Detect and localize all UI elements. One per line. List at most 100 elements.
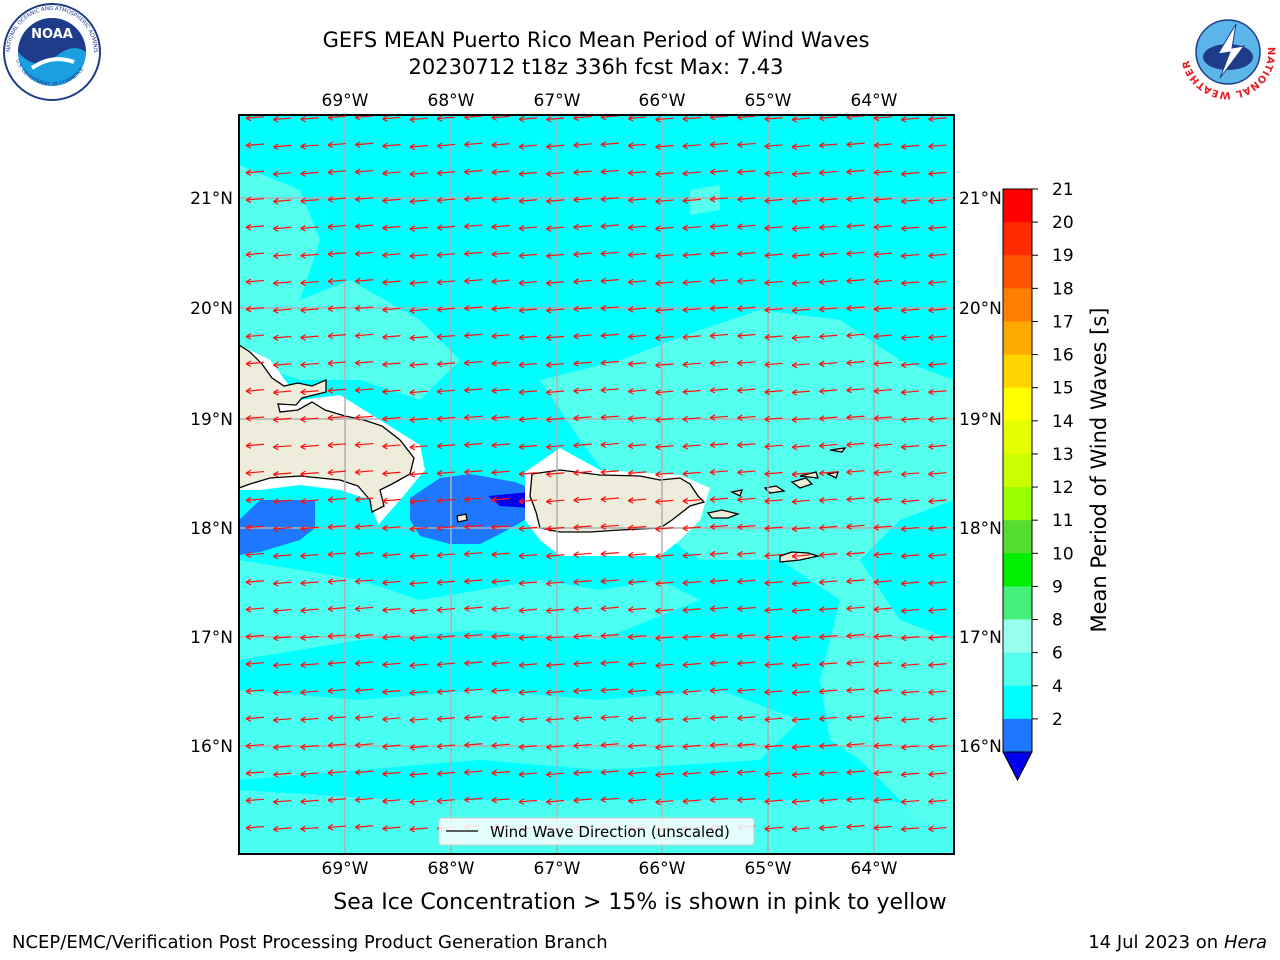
wave-direction-arrow <box>491 250 510 258</box>
wave-direction-arrow <box>518 143 538 150</box>
wave-direction-arrow <box>928 689 947 696</box>
wave-direction-arrow <box>791 580 811 587</box>
wave-direction-arrow <box>655 279 674 287</box>
wave-direction-arrow <box>900 552 920 560</box>
wave-direction-arrow <box>818 742 838 750</box>
map-panel <box>239 115 954 854</box>
wave-direction-arrow <box>518 798 538 805</box>
wave-direction-arrow <box>409 716 428 724</box>
wave-direction-arrow <box>573 196 592 203</box>
wave-direction-arrow <box>436 415 456 422</box>
wave-direction-arrow <box>272 498 292 505</box>
wave-direction-arrow <box>354 468 374 476</box>
wave-direction-arrow <box>245 551 265 559</box>
wave-direction-arrow <box>627 142 647 149</box>
wave-direction-arrow <box>600 605 619 612</box>
wave-direction-arrow <box>272 279 292 287</box>
lon-tick: 65°W <box>745 859 792 879</box>
wave-direction-arrow <box>764 333 783 341</box>
wave-direction-arrow <box>464 304 483 312</box>
wave-direction-arrow <box>409 361 428 369</box>
wave-direction-arrow <box>928 334 947 341</box>
wave-direction-arrow <box>928 607 947 614</box>
wave-direction-arrow <box>436 224 456 231</box>
wave-direction-arrow <box>300 825 319 833</box>
wave-direction-arrow <box>682 770 701 778</box>
lat-tick: 21°N <box>190 189 233 209</box>
wave-direction-arrow <box>327 742 346 749</box>
wave-direction-arrow <box>655 443 674 451</box>
wave-direction-arrow <box>409 416 428 424</box>
wave-direction-arrow <box>518 170 538 178</box>
wave-direction-arrow <box>873 469 892 477</box>
wave-direction-arrow <box>382 224 401 232</box>
wave-direction-arrow <box>900 498 920 505</box>
wave-direction-arrow <box>409 798 428 806</box>
wave-direction-arrow <box>545 252 565 260</box>
wave-direction-arrow <box>873 797 892 804</box>
wave-direction-arrow <box>573 742 592 749</box>
wave-direction-arrow <box>409 471 428 478</box>
wave-direction-arrow <box>709 250 729 258</box>
culebra <box>730 489 743 497</box>
wave-direction-arrow <box>928 224 947 232</box>
map-frame <box>238 114 955 855</box>
wave-direction-arrow <box>300 689 319 696</box>
wave-direction-arrow <box>900 416 920 423</box>
lon-tick: 66°W <box>639 91 686 111</box>
colorbar-segment <box>1003 520 1032 554</box>
lon-tick: 69°W <box>322 859 369 879</box>
wave-direction-arrow <box>354 714 374 722</box>
wave-direction-arrow <box>518 498 538 505</box>
wave-direction-arrow <box>873 496 892 504</box>
wave-direction-arrow <box>354 796 374 803</box>
wave-direction-arrow <box>354 578 374 585</box>
wave-direction-arrow <box>709 359 729 367</box>
wave-direction-arrow <box>818 305 838 313</box>
wave-direction-arrow <box>764 252 783 259</box>
wave-direction-arrow <box>900 389 920 396</box>
wave-direction-arrow <box>272 252 292 260</box>
wave-direction-arrow <box>409 580 428 587</box>
map-legend: Wind Wave Direction (unscaled) <box>438 817 755 846</box>
wave-direction-arrow <box>791 525 811 533</box>
wave-direction-arrow <box>627 306 647 313</box>
lat-axis-left: 21°N 20°N 19°N 18°N 17°N 16°N <box>190 189 233 757</box>
footer-credit: NCEP/EMC/Verification Post Processing Pr… <box>12 932 608 953</box>
wave-direction-arrow <box>272 389 292 396</box>
wave-direction-arrow <box>818 278 838 286</box>
wave-direction-arrow <box>573 769 592 777</box>
wave-direction-arrow <box>600 441 619 448</box>
wave-direction-arrow <box>818 715 838 722</box>
wave-direction-arrow <box>791 471 811 478</box>
wave-direction-arrow <box>382 661 401 668</box>
wave-direction-arrow <box>573 414 592 422</box>
wave-direction-arrow <box>409 307 428 314</box>
wave-direction-arrow <box>491 633 510 640</box>
wave-direction-arrow <box>846 168 865 175</box>
wave-direction-arrow <box>818 578 838 586</box>
wave-direction-arrow <box>518 306 538 314</box>
wave-direction-arrow <box>627 770 647 777</box>
wave-direction-arrow <box>791 334 811 342</box>
wave-direction-arrow <box>846 714 865 721</box>
wave-direction-arrow <box>655 771 674 778</box>
wave-direction-arrow <box>682 279 701 286</box>
wave-direction-arrow <box>846 823 865 831</box>
wave-direction-arrow <box>354 632 374 640</box>
wave-direction-arrow <box>627 688 647 695</box>
wave-direction-arrow <box>600 359 619 367</box>
colorbar-tick-label: 9 <box>1052 577 1063 597</box>
wave-direction-arrow <box>354 687 374 694</box>
wave-direction-arrow <box>464 195 483 203</box>
wave-direction-arrow <box>818 633 838 641</box>
colorbar-segment <box>1003 553 1032 587</box>
wave-direction-arrow <box>900 525 920 533</box>
wave-direction-arrow <box>491 742 510 749</box>
wave-direction-arrow <box>655 689 674 697</box>
wave-direction-arrow <box>382 442 401 450</box>
wave-direction-arrow <box>791 498 811 505</box>
wave-direction-arrow <box>873 223 892 231</box>
wave-direction-arrow <box>655 143 674 151</box>
wave-direction-arrow <box>327 769 346 776</box>
